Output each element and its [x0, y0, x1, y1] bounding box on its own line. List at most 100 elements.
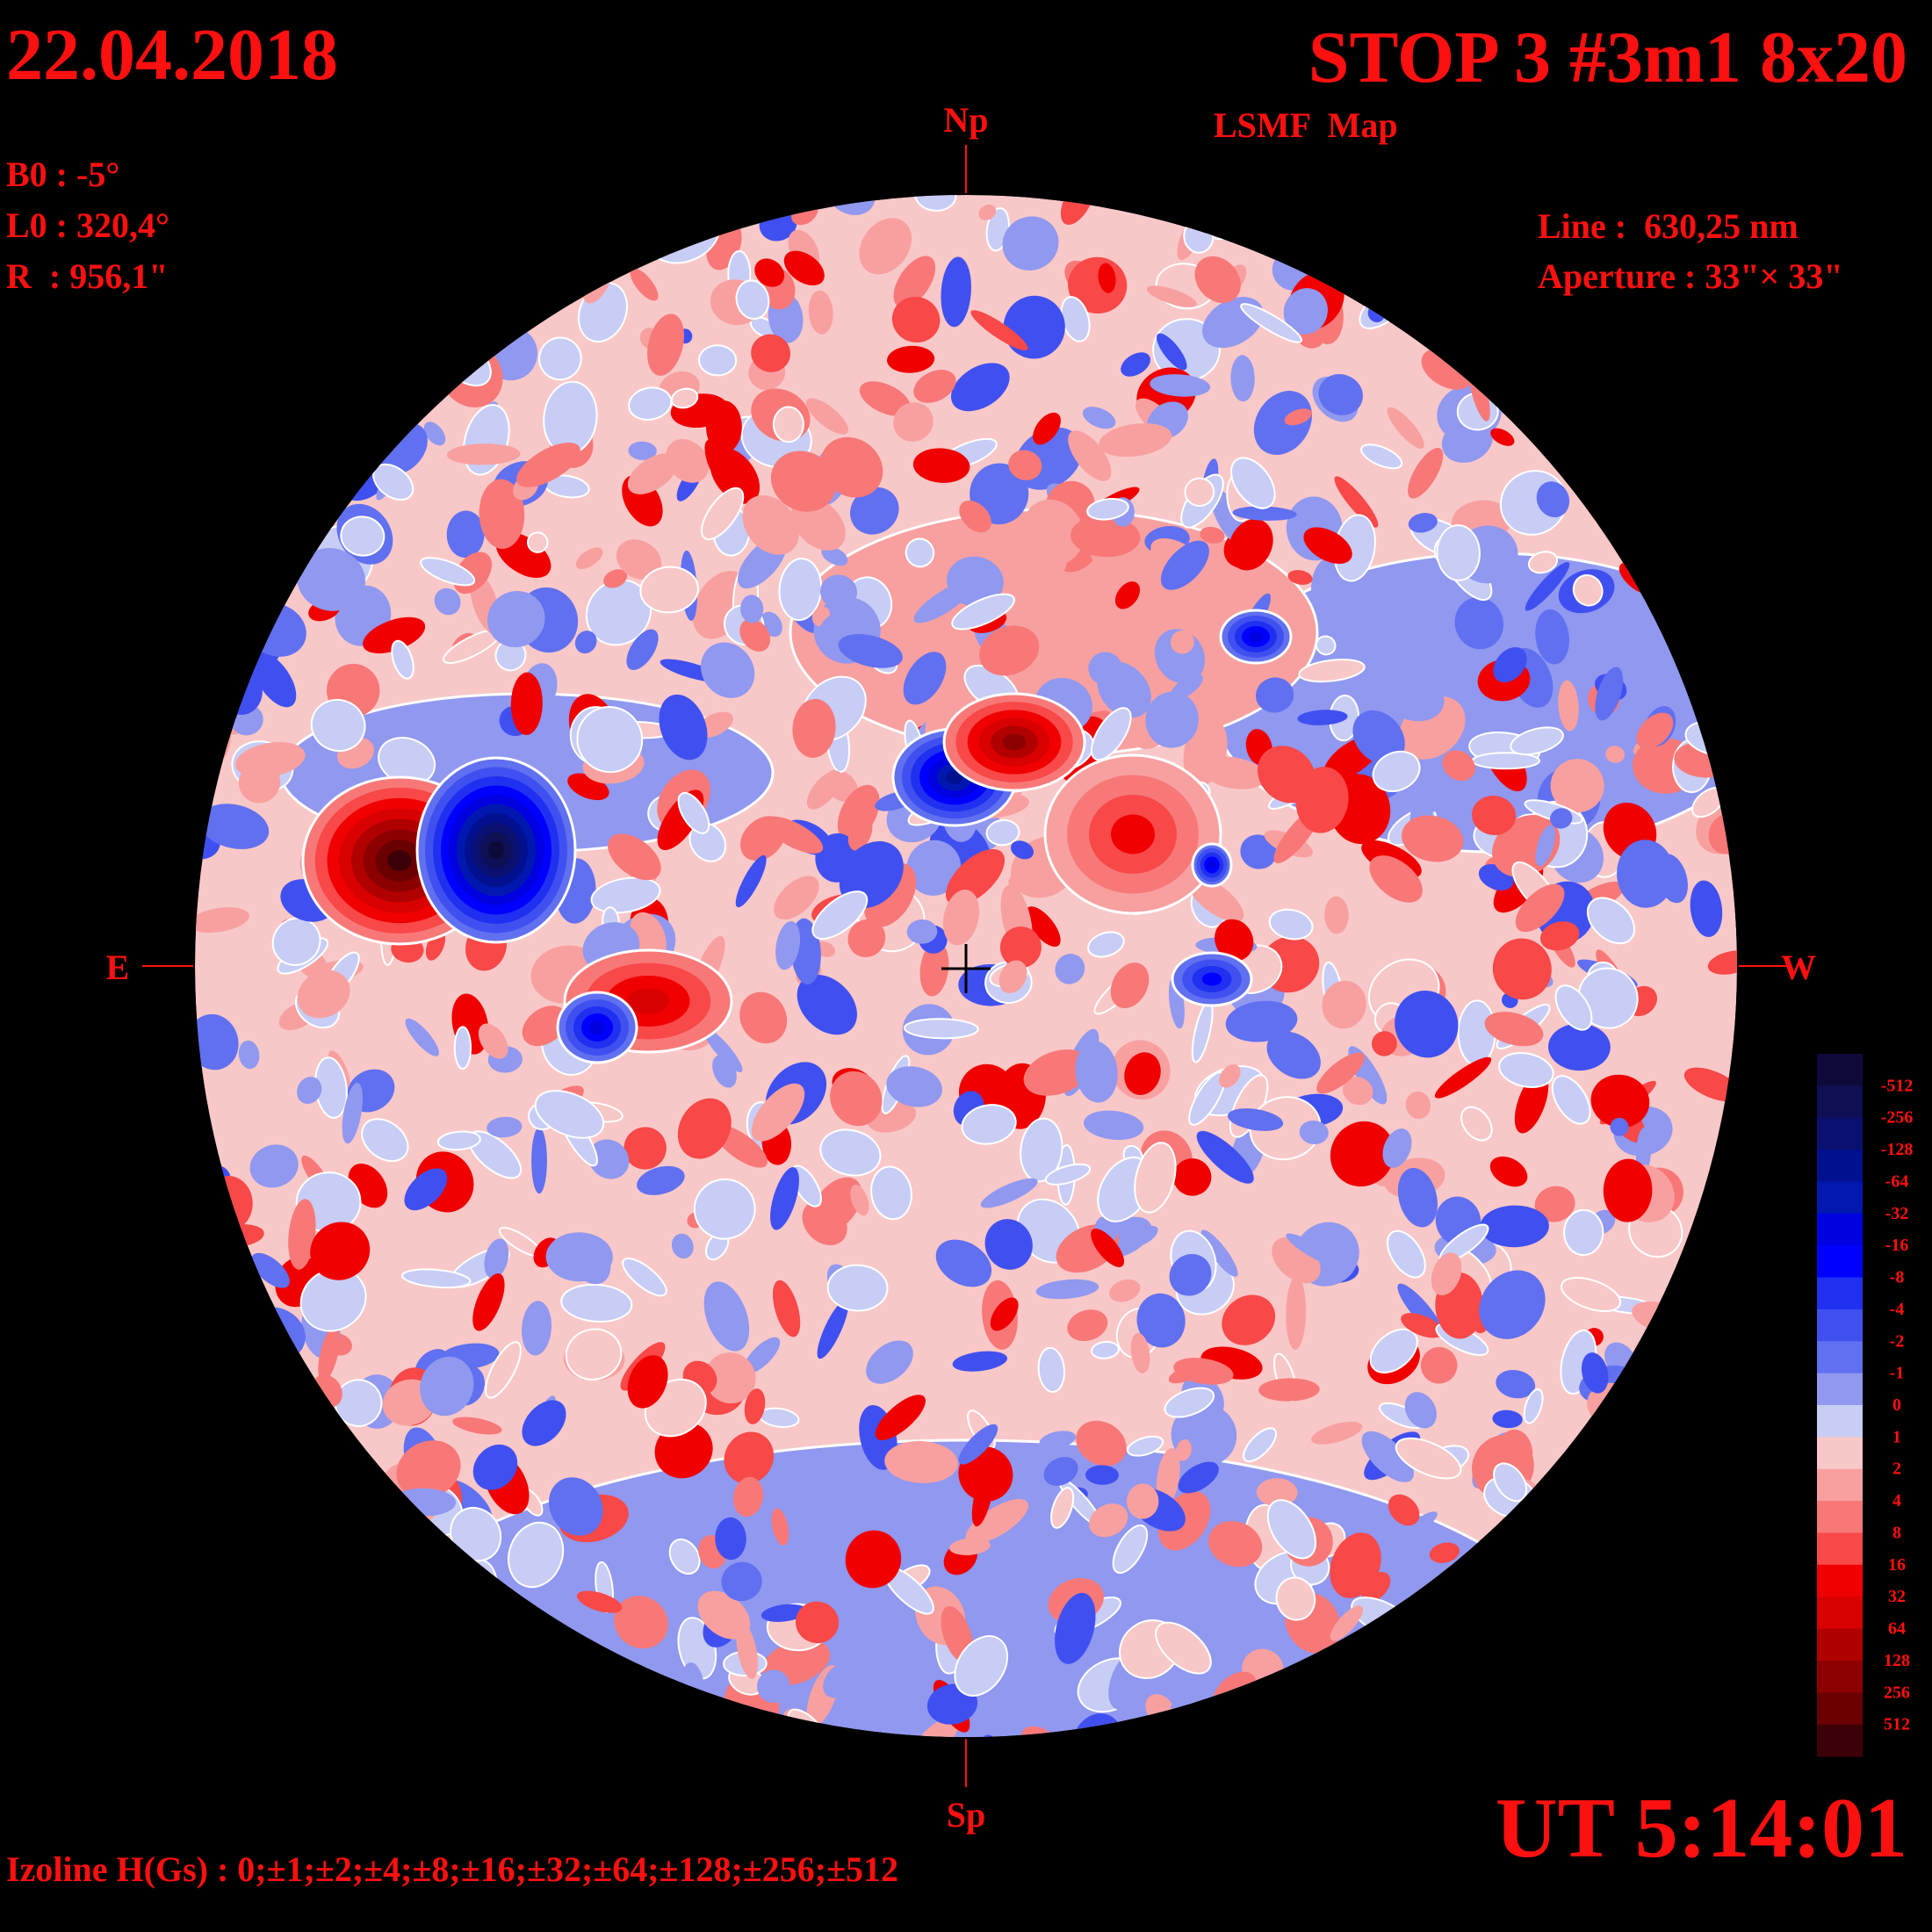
field-blob — [774, 876, 819, 920]
field-blob — [297, 1077, 322, 1105]
field-blob — [1044, 1163, 1092, 1186]
field-blob — [819, 1128, 882, 1177]
field-blob — [913, 370, 956, 403]
active-region — [1201, 972, 1222, 986]
field-blob — [614, 1596, 668, 1649]
field-blob — [845, 1530, 902, 1589]
field-blob — [1230, 355, 1255, 402]
field-blob — [912, 448, 970, 483]
colorbar-cell — [1817, 1724, 1863, 1757]
field-blob — [744, 1388, 766, 1424]
field-blob — [310, 1222, 371, 1280]
field-blob — [199, 804, 270, 849]
field-blob — [875, 1395, 926, 1440]
field-blob — [1039, 1431, 1077, 1450]
colorbar-cell — [1817, 1501, 1863, 1533]
field-blob — [405, 1018, 439, 1056]
field-blob — [1110, 962, 1150, 1009]
field-blob — [990, 1297, 1019, 1331]
colorbar-label: 16 — [1888, 1555, 1906, 1575]
field-blob — [1493, 646, 1527, 683]
field-blob — [1636, 712, 1674, 749]
field-blob — [772, 406, 804, 443]
field-blob — [736, 1622, 758, 1679]
field-blob — [1360, 443, 1403, 470]
field-blob — [1527, 551, 1559, 574]
field-blob — [627, 1355, 668, 1409]
field-blob — [1047, 619, 1074, 646]
field-blob — [1126, 1483, 1159, 1519]
field-blob — [721, 1561, 762, 1602]
title: STOP 3 #3m1 8x20 — [1308, 17, 1907, 98]
active-region — [1249, 631, 1263, 642]
field-blob — [913, 580, 975, 624]
field-blob — [472, 1273, 505, 1331]
field-blob — [1402, 815, 1464, 862]
field-blob — [508, 1521, 565, 1589]
field-blob — [1255, 677, 1294, 713]
field-blob — [1225, 1000, 1298, 1042]
field-blob — [575, 547, 603, 570]
field-blob — [826, 1264, 889, 1312]
field-blob — [821, 546, 848, 566]
field-blob — [1393, 1511, 1438, 1546]
field-blob — [693, 1178, 756, 1240]
date: 22.04.2018 — [6, 14, 338, 96]
field-blob — [423, 422, 446, 446]
field-blob — [1536, 481, 1570, 518]
field-blob — [297, 970, 350, 1019]
colorbar-label: -256 — [1881, 1108, 1914, 1128]
east-label: E — [106, 948, 130, 987]
active-region — [1111, 814, 1155, 854]
field-blob — [1479, 1270, 1546, 1339]
field-blob — [1222, 1294, 1276, 1345]
field-blob — [1561, 1276, 1622, 1313]
field-blob — [396, 1440, 461, 1499]
field-blob — [703, 1281, 750, 1352]
field-blob — [628, 441, 657, 460]
field-blob — [446, 510, 485, 559]
field-blob — [342, 1082, 363, 1144]
colorbar-label: -8 — [1890, 1268, 1905, 1287]
field-blob — [1303, 527, 1352, 565]
field-blob — [522, 1006, 567, 1047]
field-blob — [1164, 1387, 1215, 1418]
field-blob — [251, 1252, 290, 1288]
field-blob — [742, 495, 799, 555]
subtitle: LSMF Map — [1214, 105, 1398, 145]
field-blob — [903, 652, 947, 705]
field-blob — [1286, 1233, 1342, 1268]
field-blob — [793, 1472, 856, 1503]
field-blob — [1707, 950, 1737, 975]
field-blob — [700, 642, 755, 698]
field-blob — [732, 1476, 764, 1517]
colorbar-cell — [1817, 1117, 1863, 1150]
field-blob — [1315, 635, 1337, 656]
field-blob — [238, 1040, 260, 1070]
field-blob — [905, 537, 935, 568]
field-blob — [941, 256, 971, 328]
field-blob — [1097, 661, 1151, 718]
field-blob — [698, 344, 738, 377]
field-blob — [1550, 808, 1573, 829]
field-blob — [959, 500, 991, 533]
field-blob — [299, 1267, 367, 1332]
field-blob — [420, 557, 476, 587]
field-blob — [574, 631, 597, 654]
field-blob — [1387, 407, 1424, 449]
field-blob — [771, 1508, 789, 1546]
colorbar-label: 512 — [1884, 1715, 1910, 1734]
field-blob — [703, 1027, 743, 1073]
colorbar-label: -1 — [1890, 1364, 1905, 1383]
field-blob — [1022, 499, 1084, 566]
field-blob — [724, 1431, 775, 1484]
field-blob — [958, 1424, 998, 1465]
field-blob — [1201, 756, 1266, 789]
field-blob — [479, 479, 525, 549]
field-blob — [1240, 303, 1303, 343]
field-blob — [1324, 896, 1349, 934]
field-blob — [510, 672, 543, 735]
field-blob — [484, 1238, 509, 1280]
colorbar-label: 32 — [1888, 1587, 1906, 1606]
field-blob — [534, 1090, 605, 1139]
